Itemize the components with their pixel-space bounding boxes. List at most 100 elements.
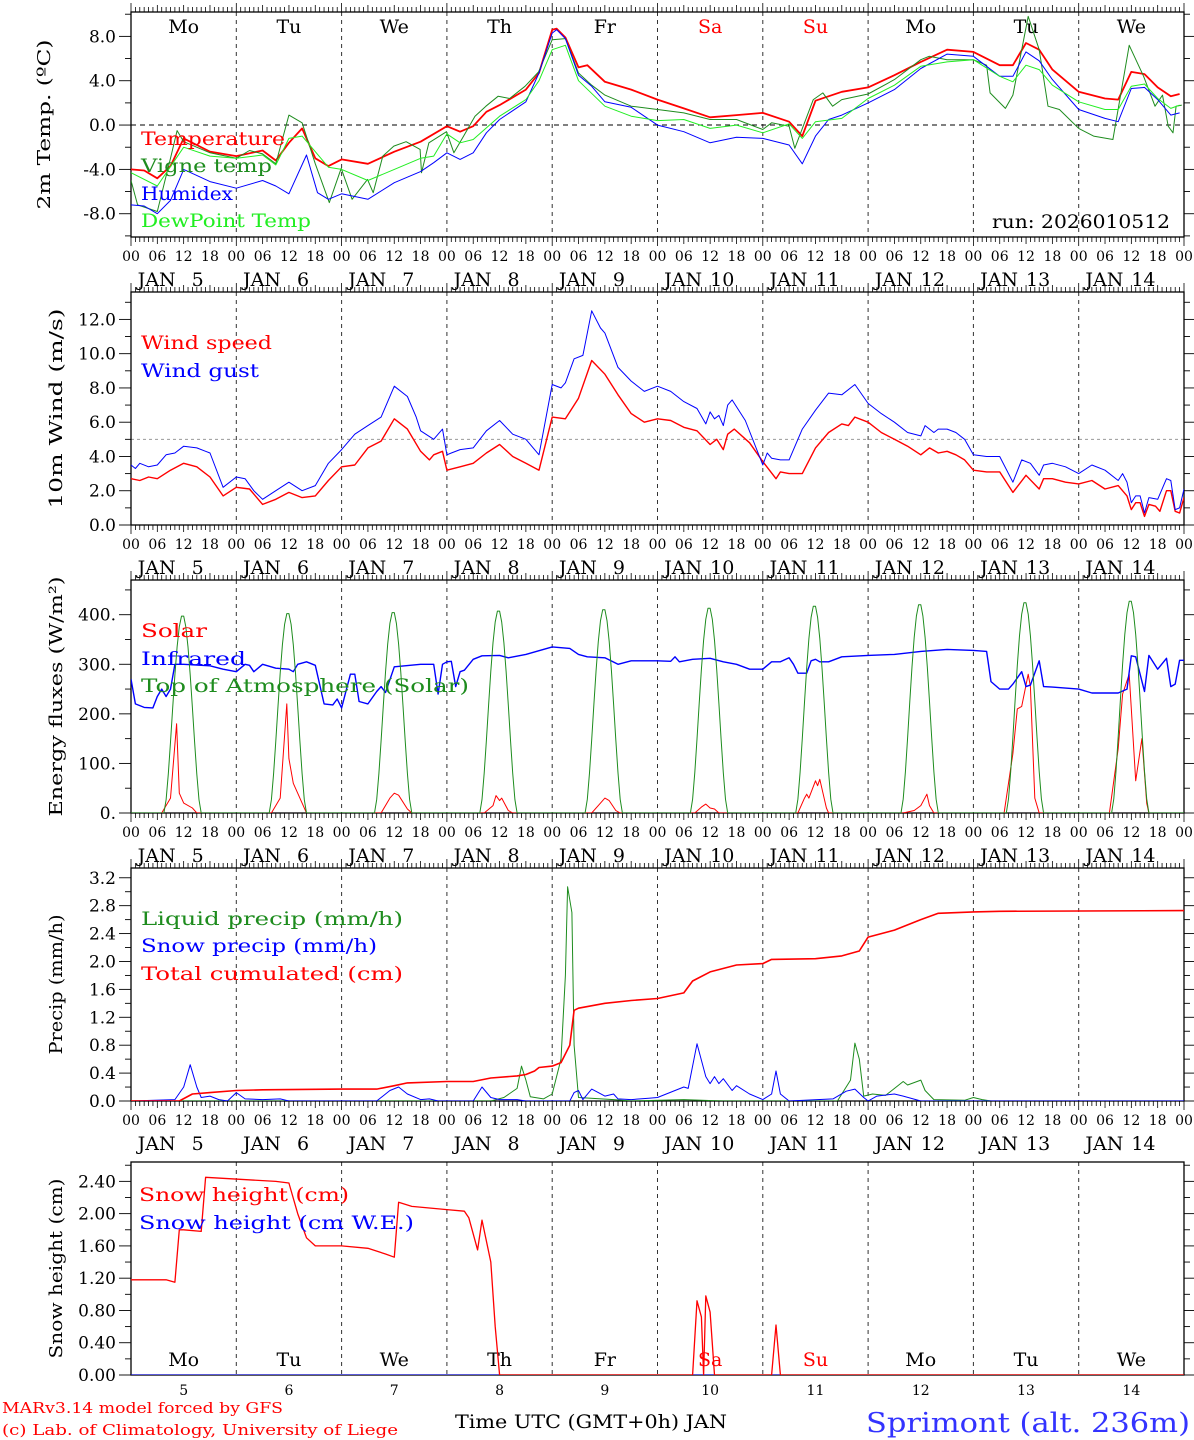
x-hour-label: 18 bbox=[622, 249, 640, 265]
x-day-label: 5 bbox=[192, 557, 204, 579]
y-tick-label: 300. bbox=[78, 655, 116, 675]
y-tick-label: 200. bbox=[78, 705, 116, 725]
x-month-label: JAN bbox=[767, 557, 807, 579]
x-month-label: JAN bbox=[241, 845, 281, 867]
x-day-label: 8 bbox=[508, 1133, 520, 1155]
x-month-label: JAN bbox=[873, 1133, 913, 1155]
x-day-label: 13 bbox=[1026, 1133, 1050, 1155]
x-day-label: 13 bbox=[1026, 557, 1050, 579]
x-hour-label: 18 bbox=[833, 537, 851, 553]
x-hour-label: 06 bbox=[991, 537, 1009, 553]
x-hour-label: 12 bbox=[701, 825, 719, 841]
y-tick-label: 0. bbox=[100, 804, 116, 824]
x-month-label: JAN bbox=[557, 1133, 597, 1155]
weekday-label: We bbox=[1117, 16, 1146, 38]
x-hour-label: 12 bbox=[1122, 537, 1140, 553]
x-month-label: JAN bbox=[136, 1133, 176, 1155]
x-hour-label: 00 bbox=[754, 1113, 772, 1129]
x-hour-label: 12 bbox=[1017, 537, 1035, 553]
x-hour-label: 18 bbox=[1149, 537, 1167, 553]
weekday-label: Tu bbox=[276, 1349, 301, 1371]
x-hour-label: 06 bbox=[359, 537, 377, 553]
x-hour-label: 06 bbox=[359, 825, 377, 841]
x-hour-label: 00 bbox=[1070, 537, 1088, 553]
y-tick-label: 0.0 bbox=[89, 116, 116, 136]
x-month-label: JAN bbox=[452, 557, 492, 579]
x-day-label: 11 bbox=[815, 269, 839, 291]
y-tick-label: 4.0 bbox=[89, 447, 116, 467]
x-hour-label: 12 bbox=[596, 825, 614, 841]
station-name: Sprimont (alt. 236m) bbox=[866, 1408, 1190, 1439]
x-month-label: JAN bbox=[873, 845, 913, 867]
y-tick-label: 3.2 bbox=[89, 869, 116, 889]
weekday-label: Mo bbox=[168, 1349, 199, 1371]
x-day-label: 6 bbox=[297, 269, 309, 291]
x-hour-label: 06 bbox=[886, 249, 904, 265]
y-tick-label: 1.60 bbox=[78, 1237, 116, 1257]
x-hour-label: 00 bbox=[122, 825, 140, 841]
x-hour-label: 18 bbox=[1043, 825, 1061, 841]
x-hour-label: 12 bbox=[385, 249, 403, 265]
panel-1: 8.0 4.0 0.0 -4.0 -8.0 2m Temp. (ºC) 00 06 12 18 00… bbox=[34, 3, 1194, 291]
weekday-label: Fr bbox=[594, 1349, 617, 1371]
y-tick-label: 2.40 bbox=[78, 1172, 116, 1192]
weekday-label: Su bbox=[803, 1349, 828, 1371]
x-hour-label: 06 bbox=[254, 1113, 272, 1129]
x-month-label: JAN bbox=[767, 269, 807, 291]
x-month-label: JAN bbox=[241, 269, 281, 291]
x-day-label: 12 bbox=[912, 1383, 930, 1399]
x-hour-label: 18 bbox=[412, 1113, 430, 1129]
x-hour-label: 12 bbox=[1017, 1113, 1035, 1129]
legend-entry: Infrared bbox=[141, 648, 246, 670]
x-day-label: 7 bbox=[390, 1383, 399, 1399]
y-tick-label: 400. bbox=[78, 606, 116, 626]
weekday-label: We bbox=[1117, 1349, 1146, 1371]
x-hour-label: 12 bbox=[912, 1113, 930, 1129]
x-hour-label: 00 bbox=[649, 537, 667, 553]
x-hour-label: 12 bbox=[807, 537, 825, 553]
x-day-label: 12 bbox=[921, 845, 945, 867]
x-hour-label: 12 bbox=[280, 537, 298, 553]
x-hour-label: 18 bbox=[833, 1113, 851, 1129]
y-tick-label: 0.40 bbox=[78, 1334, 116, 1354]
x-month-label: JAN bbox=[241, 557, 281, 579]
y-axis-title: 10m Wind (m/s) bbox=[46, 309, 67, 509]
y-tick-label: 0.0 bbox=[89, 516, 116, 536]
x-day-label: 10 bbox=[710, 269, 734, 291]
x-hour-label: 12 bbox=[807, 249, 825, 265]
x-hour-label: 06 bbox=[570, 249, 588, 265]
x-hour-label: 06 bbox=[570, 537, 588, 553]
x-hour-label: 00 bbox=[122, 1113, 140, 1129]
y-tick-label: 4.0 bbox=[89, 72, 116, 92]
x-hour-label: 18 bbox=[938, 249, 956, 265]
x-axis-title: Time UTC (GMT+0h) JAN bbox=[455, 1411, 727, 1433]
x-hour-label: 12 bbox=[1122, 825, 1140, 841]
x-hour-label: 00 bbox=[1070, 1113, 1088, 1129]
legend-entry: Humidex bbox=[141, 183, 233, 205]
x-hour-label: 12 bbox=[912, 537, 930, 553]
weekday-label: Tu bbox=[1014, 1349, 1039, 1371]
weekday-label: Mo bbox=[905, 1349, 936, 1371]
x-hour-label: 00 bbox=[754, 825, 772, 841]
x-hour-label: 00 bbox=[122, 249, 140, 265]
x-hour-label: 06 bbox=[1096, 825, 1114, 841]
x-hour-label: 00 bbox=[964, 537, 982, 553]
series-line-solar bbox=[131, 673, 1184, 813]
legend-entry: Total cumulated (cm) bbox=[141, 963, 403, 985]
x-hour-label: 06 bbox=[991, 249, 1009, 265]
x-hour-label: 06 bbox=[148, 825, 166, 841]
legend-entry: DewPoint Temp bbox=[141, 210, 311, 232]
x-hour-label: 06 bbox=[780, 537, 798, 553]
y-axis-title: Energy fluxes (W/m²) bbox=[46, 577, 67, 817]
x-hour-label: 12 bbox=[596, 1113, 614, 1129]
x-day-label: 7 bbox=[402, 1133, 414, 1155]
x-hour-label: 12 bbox=[175, 1113, 193, 1129]
x-hour-label: 00 bbox=[333, 1113, 351, 1129]
x-hour-label: 06 bbox=[1096, 1113, 1114, 1129]
x-month-label: JAN bbox=[767, 845, 807, 867]
x-month-label: JAN bbox=[1083, 269, 1123, 291]
series-line-humidex bbox=[131, 29, 1180, 215]
x-month-label: JAN bbox=[346, 1133, 386, 1155]
x-hour-label: 00 bbox=[333, 825, 351, 841]
weekday-label: Fr bbox=[594, 16, 617, 38]
